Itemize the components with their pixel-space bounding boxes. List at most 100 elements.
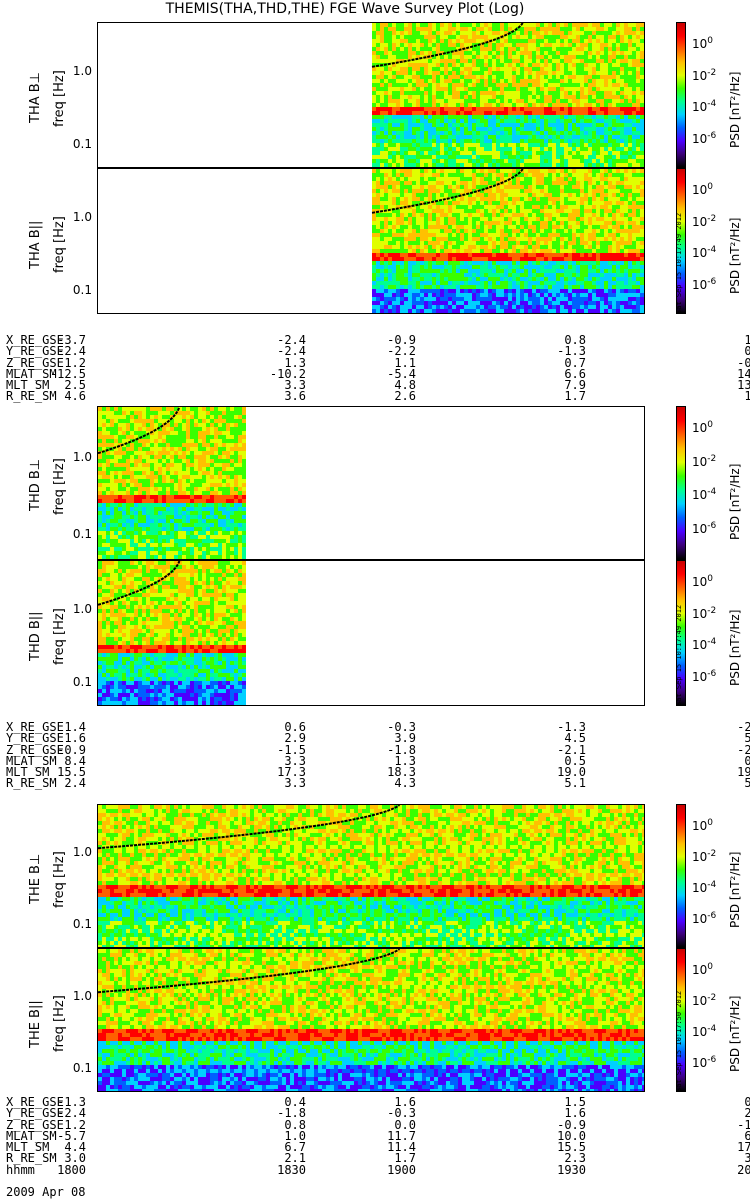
colorbar-tick-label: 10-4 <box>692 1024 717 1039</box>
ephemeris-value: 1.3 <box>394 753 416 768</box>
ephemeris-value: -0.9 <box>387 333 416 347</box>
ephemeris-row: Y_RE_GSE-2.4-2.4-2.2-1.30.6 <box>6 344 750 359</box>
ephemeris-value: 8.4 <box>64 753 86 768</box>
ephemeris-value: 4.5 <box>564 731 586 746</box>
ephemeris-value: -12.5 <box>49 366 86 381</box>
ephemeris-value: 0.7 <box>564 355 586 370</box>
ephemeris-value: 1.4 <box>64 720 86 734</box>
ephemeris-value: 1.6 <box>744 333 750 347</box>
colorbar-tick-label: 10-2 <box>692 453 717 469</box>
ephemeris-value: 6.7 <box>284 1140 306 1155</box>
ephemeris-value: 5.9 <box>744 776 750 791</box>
spectrogram-cells <box>98 407 246 559</box>
ephemeris-value: -2.4 <box>277 333 306 347</box>
ephemeris-value: 1800 <box>57 1162 86 1177</box>
ephemeris-row: MLT_SM 2.5 3.3 4.8 7.9 13.7 <box>6 378 750 393</box>
spectrogram-thd-par <box>97 560 645 706</box>
panel-ylabel: THD B|| <box>28 611 43 661</box>
ephemeris-value: -1.8 <box>277 1106 306 1121</box>
ephemeris-value: 7.9 <box>564 378 586 393</box>
spectrogram-cells <box>371 169 644 313</box>
ephemeris-value: 1.6 <box>64 731 86 746</box>
ephemeris-value: 1.1 <box>394 355 416 370</box>
spectrogram-cells <box>98 949 644 1091</box>
ephemeris-value: 0.4 <box>284 1095 306 1109</box>
ephemeris-value: 2000 <box>737 1162 750 1177</box>
gyrofrequency-curve <box>98 949 401 994</box>
freq-tick-label: 0.1 <box>72 282 92 297</box>
spectrogram-cells <box>98 805 644 947</box>
ephemeris-value: 4.3 <box>394 776 416 791</box>
colorbar-tick-label: 10-4 <box>692 245 717 260</box>
freq-tick-label: 0.1 <box>72 916 92 931</box>
ephemeris-value: 19.5 <box>737 765 750 780</box>
ephemeris-value: 0.6 <box>744 1095 750 1109</box>
panel-unit-label: freq [Hz] <box>52 608 67 665</box>
ephemeris-value: -1.8 <box>387 742 416 757</box>
ephemeris-row: R_RE_SM 4.6 3.6 2.6 1.7 1.7 <box>6 389 750 404</box>
ephemeris-value: 0.8 <box>284 1117 306 1132</box>
ephemeris-label: Y_RE_GSE <box>6 731 64 746</box>
ephemeris-value: -2.1 <box>737 720 750 734</box>
ephemeris-value: 4.6 <box>64 389 86 404</box>
ephemeris-value: 6.5 <box>744 1128 750 1143</box>
ephemeris-label: R_RE_SM <box>6 1151 57 1166</box>
ephemeris-value: 2.9 <box>744 1106 750 1121</box>
ephemeris-value: 15.5 <box>57 765 86 780</box>
panel-ylabel: THA B|| <box>28 220 43 269</box>
ephemeris-value: 1.0 <box>284 1128 306 1143</box>
ephemeris-value: 11.7 <box>387 1128 416 1143</box>
ephemeris-value: -0.3 <box>387 720 416 734</box>
colorbar-label: PSD [nT²/Hz] <box>728 463 742 540</box>
ephemeris-value: 2.5 <box>64 378 86 393</box>
gyrofrequency-curve <box>371 23 524 68</box>
ephemeris-row: X_RE_GSE-1.3 0.4 1.6 1.5 0.6 <box>6 1095 750 1109</box>
ephemeris-value: 1930 <box>557 1162 586 1177</box>
ephemeris-row: MLAT_SM 8.4 3.3 1.3 0.5 0.3 <box>6 753 750 768</box>
colorbar-tick-label: 100 <box>692 818 714 833</box>
ephemeris-value: 2.4 <box>64 776 86 791</box>
gyrofrequency-curve <box>98 561 181 606</box>
ephemeris-value: 15.5 <box>557 1140 586 1155</box>
ephemeris-block: X_RE_GSE-1.30.41.61.50.6Y_RE_GSE-2.4-1.8… <box>6 1095 750 1177</box>
colorbar <box>676 560 686 706</box>
colorbar-tick-label: 10-2 <box>692 993 717 1008</box>
ephemeris-row: MLAT_SM-12.5 -10.2 -5.4 6.6 14.0 <box>6 366 750 381</box>
ephemeris-label: MLAT_SM <box>6 753 57 768</box>
panel-unit-label: freq [Hz] <box>52 995 67 1052</box>
spectrogram-thd-perp <box>97 406 645 560</box>
ephemeris-label: hhmm <box>6 1162 35 1177</box>
ephemeris-value: -1.4 <box>737 1117 750 1132</box>
ephemeris-value: -1.5 <box>277 742 306 757</box>
panel-unit-label: freq [Hz] <box>52 70 67 127</box>
colorbar-tick-label: 10-6 <box>692 1055 717 1070</box>
freq-tick-label: 1.0 <box>72 63 92 78</box>
colorbar <box>676 406 686 560</box>
ephemeris-value: 4.8 <box>394 378 416 393</box>
ephemeris-row: Y_RE_GSE-2.4 -1.8 -0.3 1.6 2.9 <box>6 1106 750 1121</box>
ephemeris-label: Y_RE_GSE <box>6 344 64 359</box>
gyrofrequency-curve <box>371 169 524 214</box>
ephemeris-value: 1.7 <box>394 1151 416 1166</box>
panel-ylabel: THA B⊥ <box>28 72 43 123</box>
ephemeris-label: MLT_SM <box>6 378 50 393</box>
freq-tick-label: 0.1 <box>72 136 92 151</box>
ephemeris-label: X_RE_GSE <box>6 333 64 347</box>
ephemeris-value: 1.6 <box>394 1095 416 1109</box>
gyrofrequency-curve <box>98 407 181 455</box>
ephemeris-value: 4.4 <box>64 1140 86 1155</box>
ephemeris-row: Z_RE_GSE-0.9 -1.5 -1.8 -2.1 -2.2 <box>6 742 750 757</box>
ephemeris-value: 3.0 <box>64 1151 86 1166</box>
colorbar-tick-label: 10-4 <box>692 637 717 652</box>
ephemeris-value: -5.4 <box>387 366 416 381</box>
ephemeris-value: 2.6 <box>394 389 416 404</box>
freq-tick-label: 0.1 <box>72 1060 92 1075</box>
panel-unit-label: freq [Hz] <box>52 216 67 273</box>
colorbar-tick-label: 100 <box>692 420 714 435</box>
ephemeris-value: -0.3 <box>737 355 750 370</box>
ephemeris-value: 0.5 <box>564 753 586 768</box>
ephemeris-label: MLAT_SM <box>6 366 57 381</box>
